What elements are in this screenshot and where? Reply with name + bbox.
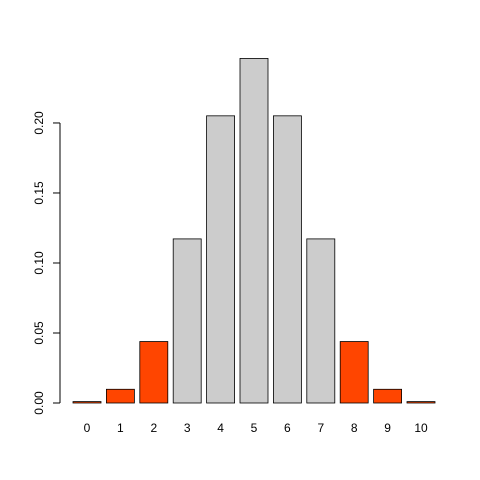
bar bbox=[272, 115, 302, 404]
bar bbox=[139, 341, 169, 404]
bar bbox=[406, 401, 436, 404]
y-tick-label: 0.10 bbox=[32, 251, 46, 275]
x-tick-label: 2 bbox=[150, 421, 157, 435]
bar bbox=[206, 115, 236, 404]
x-tick-label: 0 bbox=[84, 421, 91, 435]
x-tick-label: 9 bbox=[384, 421, 391, 435]
bar bbox=[306, 238, 336, 404]
x-tick-label: 8 bbox=[351, 421, 358, 435]
x-tick-label: 3 bbox=[184, 421, 191, 435]
bar bbox=[72, 401, 102, 404]
bar bbox=[339, 341, 369, 404]
bar bbox=[373, 388, 403, 404]
x-tick-label: 5 bbox=[251, 421, 258, 435]
y-tick-label: 0.00 bbox=[32, 391, 46, 415]
x-tick-label: 1 bbox=[117, 421, 124, 435]
x-tick-label: 7 bbox=[317, 421, 324, 435]
y-tick-label: 0.05 bbox=[32, 321, 46, 345]
x-tick-label: 6 bbox=[284, 421, 291, 435]
bar bbox=[106, 388, 135, 404]
x-tick-label: 4 bbox=[217, 421, 224, 435]
bar bbox=[239, 58, 269, 404]
bar bbox=[172, 238, 202, 404]
x-tick-label: 10 bbox=[414, 421, 428, 435]
y-tick-label: 0.20 bbox=[32, 111, 46, 135]
y-tick-label: 0.15 bbox=[32, 181, 46, 205]
